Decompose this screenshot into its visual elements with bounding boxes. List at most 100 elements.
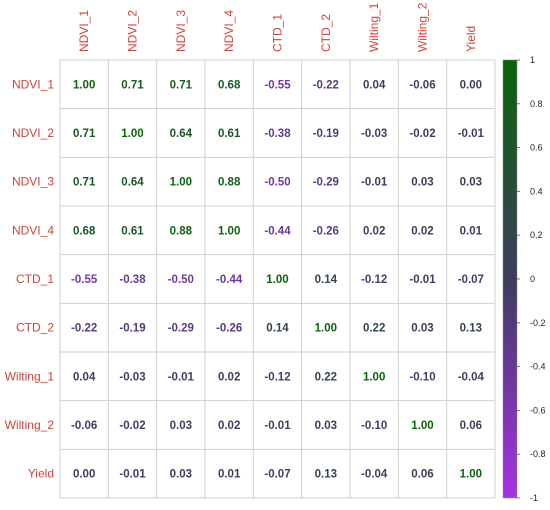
cell-value: -0.29 [313, 177, 339, 189]
cell-value: -0.10 [409, 371, 435, 383]
row-label: NDVI_1 [12, 77, 54, 91]
cell-value: 0.03 [460, 177, 482, 189]
cell-value: -0.55 [71, 274, 98, 286]
column-label: NDVI_3 [174, 10, 188, 52]
cell-value: 0.71 [73, 177, 96, 189]
cell-value: 0.22 [315, 371, 337, 383]
colorbar-tick-label: -0.8 [530, 449, 546, 459]
cell-value: -0.07 [264, 469, 290, 481]
cell-value: 0.68 [218, 79, 241, 91]
cell-value: 0.71 [73, 128, 96, 140]
colorbar-tick-label: 1 [530, 55, 535, 65]
cell-value: 0.03 [411, 323, 433, 335]
cell-value: -0.26 [313, 225, 339, 237]
cell-value: 1.00 [460, 469, 482, 481]
cell-value: 1.00 [363, 371, 385, 383]
row-labels: NDVI_1 NDVI_2 NDVI_3 NDVI_4 CTD_1 CTD_2 Wiltin… [5, 77, 55, 480]
row-label: Yield [28, 467, 54, 481]
cell-value: 1.00 [315, 323, 337, 335]
cell-value: -0.01 [361, 177, 388, 189]
cell-value: 0.22 [363, 323, 385, 335]
cell-value: 0.03 [170, 420, 192, 432]
cell-value: -0.04 [361, 469, 388, 481]
colorbar-tick-label: 0.2 [530, 230, 543, 240]
cell-value: 0.14 [266, 323, 289, 335]
colorbar-ticks: 1 0.8 0.6 0.4 0.2 0 -0.2 -0.4 -0.6 -0.8 -1 [517, 55, 546, 503]
colorbar-tick-label: -1 [530, 493, 538, 503]
cell-value: 0.06 [411, 469, 433, 481]
row-label: CTD_2 [16, 321, 54, 335]
cell-value: 0.02 [411, 225, 433, 237]
cell-value: 0.14 [315, 274, 338, 286]
row-label: Wilting_2 [5, 418, 55, 432]
colorbar-gradient [502, 59, 518, 499]
cell-value: -0.50 [168, 274, 194, 286]
cell-value: -0.10 [361, 420, 387, 432]
cell-value: -0.02 [119, 420, 145, 432]
cell-value: 1.00 [170, 177, 192, 189]
cell-value: -0.26 [216, 323, 242, 335]
cell-value: 1.00 [121, 128, 143, 140]
cell-value: -0.03 [119, 371, 145, 383]
cell-value: -0.29 [168, 323, 194, 335]
cell-value: 0.71 [121, 79, 144, 91]
cell-value: -0.44 [264, 225, 291, 237]
colorbar-tick-label: 0.8 [530, 99, 543, 109]
cell-value: 0.13 [315, 469, 337, 481]
cell-value: 0.04 [363, 79, 386, 91]
column-label: Yield [464, 26, 478, 52]
cell-value: 1.00 [411, 420, 433, 432]
cell-value: -0.06 [409, 79, 435, 91]
row-label: CTD_1 [16, 272, 54, 286]
cell-values: 1.00 0.71 0.71 0.68 -0.55 -0.22 0.04 -0.06 0.00 0… [71, 79, 484, 480]
grid-border [59, 59, 496, 499]
cell-value: 0.64 [170, 128, 193, 140]
cell-value: 0.71 [170, 79, 193, 91]
cell-value: 0.02 [218, 420, 240, 432]
column-label: CTD_2 [319, 14, 333, 52]
cell-value: 1.00 [73, 79, 95, 91]
column-label: NDVI_1 [77, 10, 91, 52]
column-label: Wilting_1 [367, 2, 381, 52]
cell-value: 0.02 [363, 225, 385, 237]
cell-value: 0.03 [315, 420, 337, 432]
cell-value: 0.03 [411, 177, 433, 189]
cell-value: -0.19 [313, 128, 339, 140]
cell-value: 0.13 [460, 323, 482, 335]
column-label: NDVI_4 [222, 10, 236, 52]
colorbar: 1 0.8 0.6 0.4 0.2 0 -0.2 -0.4 -0.6 -0.8 -1 [502, 55, 546, 503]
cell-value: -0.01 [409, 274, 436, 286]
column-labels: NDVI_1 NDVI_2 NDVI_3 NDVI_4 CTD_1 CTD_2 Wiltin… [77, 2, 478, 52]
cell-value: 0.01 [460, 225, 483, 237]
row-label: NDVI_3 [12, 175, 54, 189]
cell-value: 0.88 [218, 177, 241, 189]
cell-value: -0.22 [71, 323, 97, 335]
row-label: NDVI_2 [12, 126, 54, 140]
column-label: Wilting_2 [416, 2, 430, 52]
cell-value: 0.88 [170, 225, 193, 237]
colorbar-tick-label: 0 [530, 274, 535, 284]
cell-value: -0.38 [119, 274, 146, 286]
cell-value: -0.01 [264, 420, 291, 432]
cell-value: -0.38 [264, 128, 291, 140]
cell-value: 0.68 [73, 225, 96, 237]
cell-value: 0.03 [170, 469, 192, 481]
row-label: NDVI_4 [12, 223, 54, 237]
colorbar-tick-label: -0.4 [530, 362, 546, 372]
cell-value: 0.61 [121, 225, 144, 237]
cell-value: -0.06 [71, 420, 97, 432]
colorbar-tick-label: 0.4 [530, 186, 543, 196]
cell-value: -0.50 [264, 177, 290, 189]
cell-value: 0.01 [218, 469, 241, 481]
cell-value: -0.01 [458, 128, 485, 140]
cell-value: -0.01 [119, 469, 146, 481]
cell-value: -0.22 [313, 79, 339, 91]
cell-value: -0.04 [458, 371, 485, 383]
cell-value: -0.44 [216, 274, 243, 286]
cell-value: 0.00 [460, 79, 482, 91]
cell-value: -0.03 [361, 128, 387, 140]
colorbar-tick-label: -0.6 [530, 405, 546, 415]
row-label: Wilting_1 [5, 369, 55, 383]
cell-value: -0.12 [264, 371, 290, 383]
